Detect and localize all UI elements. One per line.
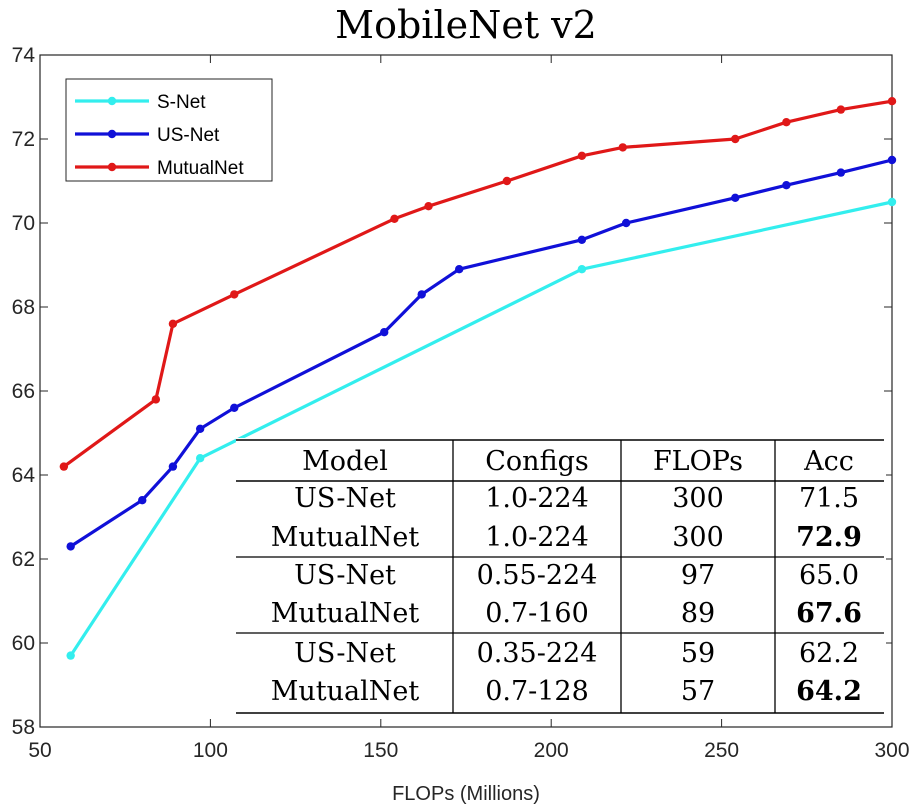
table-cell-configs: 1.0-224 (485, 522, 589, 553)
data-point (577, 265, 587, 274)
data-point (618, 143, 627, 152)
data-point (887, 155, 897, 165)
table-cell-configs: 0.7-128 (485, 676, 589, 707)
x-tick-label: 100 (193, 739, 228, 762)
data-point (731, 134, 740, 144)
table-cell-acc: 62.2 (799, 638, 859, 669)
data-point (887, 97, 897, 106)
data-point (731, 193, 740, 202)
table-cell-configs: 1.0-224 (485, 483, 589, 514)
table-cell-model: US-Net (294, 483, 396, 514)
table-cell-acc: 64.2 (796, 676, 862, 707)
table-cell-model: MutualNet (271, 522, 420, 553)
legend-marker (107, 96, 117, 106)
y-tick-label: 62 (12, 548, 35, 571)
legend-label: US-Net (157, 125, 220, 146)
inset-table-background (236, 438, 886, 716)
data-point (195, 424, 205, 433)
data-point (151, 395, 161, 404)
data-point (380, 328, 389, 337)
series-line (69, 200, 893, 657)
series-line (69, 158, 893, 548)
data-point (230, 403, 239, 412)
data-point (66, 651, 75, 660)
table-cell-flops: 300 (672, 522, 724, 553)
chart-title: MobileNet v2 (335, 3, 597, 47)
series-layer (59, 97, 897, 660)
table-cell-model: US-Net (294, 638, 396, 669)
y-tick-label: 64 (12, 464, 36, 487)
data-point (836, 105, 846, 114)
data-point (782, 118, 791, 127)
data-point (66, 542, 75, 551)
y-tick-label: 66 (12, 380, 35, 403)
y-tick-label: 74 (12, 44, 36, 67)
data-point (168, 462, 178, 471)
data-point (577, 151, 587, 160)
legend-box (65, 78, 273, 182)
legend: S-Net US-Net MutualNet (65, 78, 273, 182)
data-point (782, 181, 791, 190)
table-cell-model: MutualNet (271, 676, 420, 707)
y-tick-label: 60 (12, 632, 35, 655)
series-s-net (66, 197, 897, 660)
table-cell-flops: 57 (681, 676, 715, 707)
inset-table: Model Configs FLOPs Acc US-Net 1.0-224 300 71.5… (236, 438, 886, 716)
x-tick-label: 200 (534, 739, 569, 762)
data-point (887, 197, 897, 207)
table-cell-configs: 0.35-224 (477, 638, 598, 669)
data-point (417, 290, 426, 299)
legend-marker (107, 129, 117, 139)
table-cell-acc: 65.0 (799, 560, 859, 591)
table-cell-acc: 67.6 (796, 598, 862, 629)
data-point (138, 496, 147, 505)
x-tick-label: 150 (363, 739, 398, 762)
table-cell-flops: 300 (672, 483, 724, 514)
table-cell-flops: 89 (681, 598, 715, 629)
table-cell-flops: 59 (681, 638, 715, 669)
legend-label: S-Net (157, 92, 206, 113)
table-header-cell: Model (302, 446, 388, 477)
data-point (454, 265, 464, 274)
table-cell-acc: 72.9 (796, 522, 862, 553)
data-point (168, 319, 178, 328)
data-point (577, 235, 587, 244)
x-axis-label: FLOPs (Millions) (392, 783, 540, 805)
data-point (621, 218, 631, 228)
data-point (59, 462, 69, 471)
table-cell-configs: 0.55-224 (477, 560, 598, 591)
data-point (502, 176, 512, 186)
table-header-cell: FLOPs (653, 446, 743, 477)
data-point (424, 202, 433, 211)
y-tick-label: 68 (12, 296, 35, 319)
series-mutualnet (59, 97, 897, 471)
table-cell-acc: 71.5 (799, 483, 859, 514)
data-point (230, 290, 239, 299)
series-us-net (66, 155, 897, 551)
table-cell-configs: 0.7-160 (485, 598, 589, 629)
table-cell-model: US-Net (294, 560, 396, 591)
y-tick-label: 70 (12, 212, 35, 235)
x-tick-label: 300 (874, 739, 909, 762)
table-cell-flops: 97 (681, 560, 715, 591)
legend-marker (107, 162, 117, 172)
x-tick-label: 50 (28, 739, 51, 762)
data-point (836, 168, 846, 177)
table-header-cell: Configs (485, 446, 588, 477)
tick-layer: 50 100 150 200 250 300 58 60 62 64 66 68 70 72 74 (12, 44, 910, 762)
y-tick-label: 72 (12, 128, 35, 151)
x-tick-label: 250 (704, 739, 739, 762)
table-cell-model: MutualNet (271, 598, 420, 629)
data-point (390, 214, 399, 223)
table-header-cell: Acc (803, 446, 854, 477)
data-point (195, 454, 205, 463)
legend-label: MutualNet (157, 158, 244, 179)
y-tick-label: 58 (12, 716, 35, 739)
